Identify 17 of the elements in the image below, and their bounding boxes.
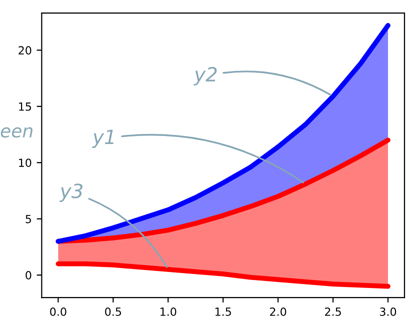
y-tick-label: 0 [26, 271, 32, 280]
y-tick-label: 10 [19, 158, 32, 168]
x-tick-label: 3.0 [380, 307, 396, 316]
x-tick-label: 1.0 [160, 307, 176, 316]
annotation: y3 [59, 184, 82, 202]
text: een [0, 127, 32, 138]
annotation: y2 [194, 66, 217, 86]
x-tick-label: 2.0 [270, 307, 286, 316]
y-tick-label: 20 [18, 46, 32, 55]
x-tick-label: 2.5 [325, 307, 341, 316]
y-tick-label: 5 [26, 214, 32, 224]
annotation: y1 [92, 130, 114, 148]
x-tick-label: 0.0 [50, 307, 66, 316]
x-tick-label: 0.5 [105, 307, 122, 316]
x-tick-label: 1.5 [215, 308, 231, 316]
line-series [56, 261, 390, 289]
y-tick-label: 15 [19, 102, 32, 111]
